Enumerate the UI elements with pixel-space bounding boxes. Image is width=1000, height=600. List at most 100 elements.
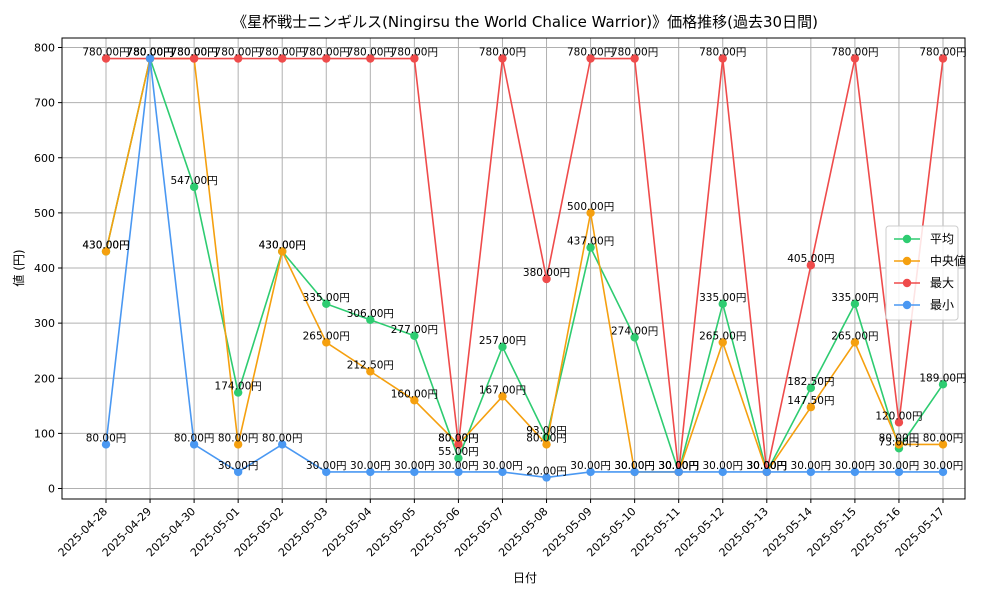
data-point xyxy=(366,315,375,325)
data-label: 265.00円 xyxy=(303,330,350,342)
y-tick-label: 400 xyxy=(34,262,55,275)
data-label: 780.00円 xyxy=(126,47,173,59)
data-label: 189.00円 xyxy=(919,372,966,384)
data-label: 265.00円 xyxy=(699,330,746,342)
data-label: 174.00円 xyxy=(215,381,262,393)
data-label: 30.00円 xyxy=(218,460,259,472)
data-label: 30.00円 xyxy=(747,460,788,472)
data-label: 30.00円 xyxy=(306,460,347,472)
data-label: 780.00円 xyxy=(391,47,438,59)
data-label: 547.00円 xyxy=(170,175,217,187)
data-point xyxy=(101,440,111,449)
data-point xyxy=(718,54,727,63)
data-point xyxy=(410,54,419,63)
data-label: 780.00円 xyxy=(126,47,173,59)
series-line xyxy=(105,58,943,479)
data-point xyxy=(189,440,199,449)
data-label: 20.00円 xyxy=(526,465,567,477)
data-label: 30.00円 xyxy=(570,460,611,472)
data-label: 780.00円 xyxy=(567,47,614,59)
data-label: 30.00円 xyxy=(614,460,655,472)
data-point xyxy=(233,388,243,397)
data-label: 780.00円 xyxy=(259,47,306,59)
data-label: 430.00円 xyxy=(259,239,306,251)
data-label: 306.00円 xyxy=(347,308,394,320)
data-point xyxy=(233,467,243,477)
data-label: 335.00円 xyxy=(699,292,746,304)
data-point xyxy=(542,440,551,449)
data-point xyxy=(850,338,860,347)
data-label: 380.00円 xyxy=(523,267,570,279)
data-label: 30.00円 xyxy=(658,460,699,472)
data-label: 335.00円 xyxy=(831,292,878,304)
series-line xyxy=(106,57,944,473)
legend-box xyxy=(885,225,959,321)
data-point xyxy=(278,247,287,256)
data-label: 257.00円 xyxy=(479,335,526,347)
data-point xyxy=(718,299,727,309)
data-point xyxy=(542,473,551,482)
data-point xyxy=(894,467,904,477)
data-label: 80.00円 xyxy=(923,432,964,444)
legend-label: 平均 xyxy=(930,232,954,246)
data-point xyxy=(938,54,948,63)
data-point xyxy=(630,333,639,342)
data-label: 160.00円 xyxy=(391,388,438,400)
data-label: 30.00円 xyxy=(658,460,699,472)
data-label: 212.50円 xyxy=(347,359,394,371)
data-label: 80.00円 xyxy=(526,432,567,444)
data-point xyxy=(454,453,463,463)
legend-swatch-marker xyxy=(902,278,912,288)
legend-swatch-marker xyxy=(902,300,912,310)
data-label: 780.00円 xyxy=(831,47,878,59)
y-tick-label: 200 xyxy=(34,372,55,385)
data-point xyxy=(278,54,287,63)
data-label: 80.00円 xyxy=(879,432,920,444)
data-label: 30.00円 xyxy=(879,460,920,472)
data-label: 30.00円 xyxy=(835,460,876,472)
data-label: 80.00円 xyxy=(438,432,479,444)
data-point xyxy=(586,54,595,63)
data-point xyxy=(762,467,771,477)
data-label: 30.00円 xyxy=(747,460,788,472)
grid xyxy=(62,38,965,499)
data-point xyxy=(366,467,375,477)
legend-label: 最大 xyxy=(930,276,954,290)
data-point xyxy=(498,467,507,477)
data-point xyxy=(454,440,463,449)
data-point xyxy=(586,208,595,218)
data-label: 120.00円 xyxy=(875,410,922,422)
data-point xyxy=(410,467,419,477)
data-label: 30.00円 xyxy=(438,460,479,472)
data-label: 30.00円 xyxy=(614,460,655,472)
data-label: 500.00円 xyxy=(567,201,614,213)
y-tick-label: 100 xyxy=(34,427,55,440)
data-point xyxy=(674,467,683,477)
data-label: 780.00円 xyxy=(215,47,262,59)
data-label: 437.00円 xyxy=(567,236,614,248)
data-point xyxy=(938,440,948,449)
data-point xyxy=(938,380,948,389)
y-tick-label: 800 xyxy=(34,42,55,55)
legend-swatch-marker xyxy=(902,234,912,244)
legend-swatch-marker xyxy=(902,256,912,266)
data-point xyxy=(586,243,595,252)
data-point xyxy=(894,418,904,427)
data-point xyxy=(806,467,816,477)
data-label: 55.00円 xyxy=(438,446,479,458)
data-point xyxy=(322,467,331,477)
data-label: 780.00円 xyxy=(699,47,746,59)
data-point xyxy=(278,440,287,449)
data-point xyxy=(366,54,375,63)
legend-label: 最小 xyxy=(930,298,954,312)
data-label: 30.00円 xyxy=(658,460,699,472)
data-label: 93.00円 xyxy=(526,425,567,437)
series-3 xyxy=(101,54,948,482)
data-label: 430.00円 xyxy=(82,239,129,251)
data-point xyxy=(454,467,463,477)
data-label: 780.00円 xyxy=(303,47,350,59)
data-point xyxy=(542,274,551,284)
data-label: 30.00円 xyxy=(394,460,435,472)
data-point xyxy=(806,261,816,270)
